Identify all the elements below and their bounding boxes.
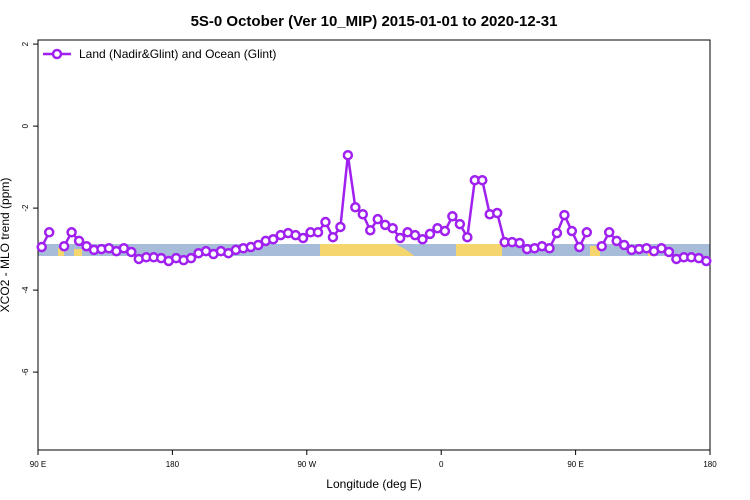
data-point xyxy=(335,221,346,233)
data-point xyxy=(36,241,47,253)
data-point xyxy=(491,207,503,219)
data-point xyxy=(58,240,70,252)
legend-marker xyxy=(51,48,63,60)
data-point xyxy=(312,227,324,238)
y-axis-label: XCO2 - MLO trend (ppm) xyxy=(0,178,12,313)
data-point xyxy=(126,246,137,258)
data-point xyxy=(477,174,488,186)
data-point xyxy=(267,234,279,245)
x-axis-label: Longitude (deg E) xyxy=(326,477,421,491)
x-tick-label: 90 E xyxy=(567,460,583,469)
y-tick-label: -2 xyxy=(21,204,30,212)
data-point xyxy=(663,246,675,258)
data-point xyxy=(327,231,339,243)
data-point xyxy=(544,243,555,254)
data-point xyxy=(551,227,563,239)
data-point xyxy=(574,241,585,253)
data-point xyxy=(297,232,309,244)
data-point xyxy=(320,216,331,228)
x-tick-label: 0 xyxy=(439,460,444,469)
data-point xyxy=(701,255,712,267)
data-point xyxy=(424,228,436,240)
data-point xyxy=(514,237,525,249)
data-point xyxy=(372,213,383,225)
data-point xyxy=(357,209,369,220)
y-tick-label: 0 xyxy=(21,123,30,128)
data-point xyxy=(566,225,578,237)
data-point xyxy=(417,234,428,245)
data-point xyxy=(43,227,55,238)
y-tick-label: 2 xyxy=(21,41,30,46)
x-tick-label: 180 xyxy=(703,460,717,469)
data-point xyxy=(365,224,376,236)
data-point xyxy=(185,252,197,264)
x-tick-label: 90 E xyxy=(30,460,46,469)
data-point xyxy=(342,149,354,161)
data-point xyxy=(454,218,466,230)
data-point xyxy=(394,232,406,244)
y-tick-label: -6 xyxy=(21,368,30,376)
data-point xyxy=(66,227,77,238)
data-point xyxy=(559,209,570,221)
data-point xyxy=(447,211,458,222)
data-point xyxy=(581,227,593,238)
data-point xyxy=(73,235,85,247)
data-point xyxy=(439,225,451,237)
data-point xyxy=(596,240,607,252)
x-tick-label: 90 W xyxy=(297,460,316,469)
data-point xyxy=(618,239,630,251)
chart-title: 5S-0 October (Ver 10_MIP) 2015-01-01 to … xyxy=(191,13,558,30)
legend-label: Land (Nadir&Glint) and Ocean (Glint) xyxy=(79,47,276,61)
data-point xyxy=(462,231,473,243)
data-point xyxy=(603,227,615,238)
data-point xyxy=(387,222,398,234)
data-point xyxy=(409,229,421,241)
y-tick-label: -4 xyxy=(21,286,30,294)
data-point xyxy=(611,235,622,247)
data-point xyxy=(350,202,361,213)
data-point xyxy=(253,239,264,251)
x-tick-label: 180 xyxy=(166,460,180,469)
